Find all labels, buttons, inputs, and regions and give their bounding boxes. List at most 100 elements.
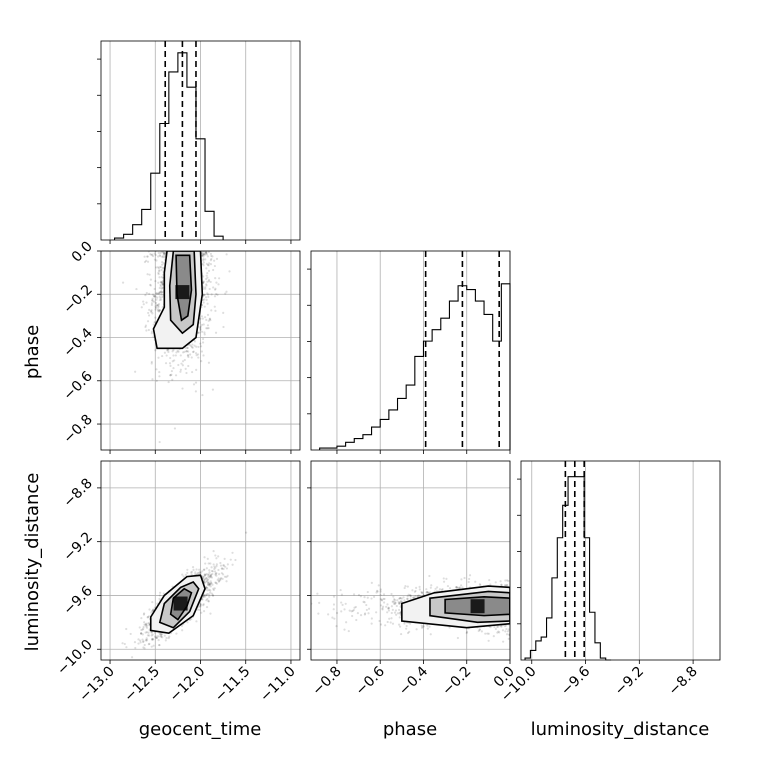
sample-point <box>219 578 222 582</box>
sample-point <box>406 597 409 600</box>
sample-point <box>146 616 149 619</box>
sample-point <box>213 264 216 268</box>
sample-point <box>203 595 206 598</box>
sample-point <box>505 579 509 582</box>
sample-point <box>150 302 154 305</box>
sample-point <box>193 340 197 343</box>
sample-point <box>158 370 161 374</box>
sample-point <box>426 624 429 627</box>
sample-point <box>478 628 481 631</box>
sample-point <box>186 621 189 624</box>
sample-point <box>375 611 378 614</box>
sample-point <box>150 611 153 614</box>
sample-point <box>205 577 208 580</box>
sample-point <box>214 309 217 312</box>
sample-point <box>180 362 183 365</box>
sample-point <box>207 251 210 254</box>
sample-point <box>160 281 163 284</box>
sample-point <box>448 587 452 590</box>
sample-point <box>339 588 342 592</box>
sample-point <box>207 269 211 272</box>
sample-point <box>202 354 205 357</box>
sample-point <box>398 616 401 619</box>
sample-point <box>204 594 208 597</box>
sample-point <box>497 630 500 633</box>
sample-point <box>366 590 369 594</box>
sample-point <box>188 618 192 622</box>
sample-point <box>158 309 161 312</box>
x-tick-label: −13.0 <box>76 664 118 706</box>
sample-point <box>147 643 150 646</box>
sample-point <box>505 627 508 631</box>
sample-point <box>382 593 386 596</box>
sample-point <box>160 293 163 296</box>
sample-point <box>343 608 346 611</box>
sample-point <box>152 300 156 303</box>
sample-point <box>202 576 205 579</box>
sample-point <box>151 253 154 256</box>
sample-point <box>155 368 158 371</box>
sample-point <box>164 639 167 642</box>
sample-point <box>507 628 510 631</box>
sample-point <box>391 600 394 603</box>
x-axis-label-geocent-time: geocent_time <box>139 719 262 740</box>
sample-point <box>386 603 389 606</box>
sample-point <box>428 574 431 578</box>
sample-point <box>203 556 206 559</box>
sample-point <box>207 264 210 267</box>
histogram-step <box>524 476 612 661</box>
sample-point <box>363 596 366 599</box>
sample-point <box>465 630 469 634</box>
sample-point <box>388 617 391 620</box>
sample-point <box>429 591 432 594</box>
sample-point <box>480 630 483 633</box>
sample-point <box>203 574 206 578</box>
sample-point <box>225 253 228 256</box>
sample-point <box>151 299 154 302</box>
joint-panel-phase-vs-luminosity-distance: −0.8 −0.6 −0.4 −0.2 0.0 <box>307 460 518 699</box>
sample-point <box>224 292 227 295</box>
sample-point <box>171 378 174 381</box>
sample-point <box>390 611 393 615</box>
sample-point <box>208 569 211 572</box>
sample-point <box>397 623 401 626</box>
sample-point <box>486 632 489 635</box>
sample-point <box>208 318 211 321</box>
sample-point <box>149 309 152 313</box>
sample-point <box>202 604 205 607</box>
sample-point <box>157 292 160 295</box>
sample-point <box>195 573 198 576</box>
sample-point <box>500 583 503 586</box>
sample-point <box>496 625 499 629</box>
sample-point <box>214 554 217 557</box>
sample-point <box>170 373 173 376</box>
sample-point <box>143 647 146 650</box>
sample-point <box>126 661 128 663</box>
sample-point <box>202 579 206 582</box>
sample-point <box>199 604 202 607</box>
sample-point <box>161 283 165 286</box>
sample-point <box>158 597 161 600</box>
sample-point <box>414 595 417 598</box>
sample-point <box>395 604 398 608</box>
sample-point <box>367 612 370 615</box>
sample-point <box>468 577 471 581</box>
sample-point <box>152 323 155 326</box>
sample-point <box>214 566 217 569</box>
sample-point <box>165 636 168 640</box>
sample-point <box>143 621 146 624</box>
sample-point <box>160 291 164 294</box>
sample-point <box>214 287 217 290</box>
sample-point <box>148 308 151 312</box>
y-tick-label: −0.8 <box>60 412 95 447</box>
sample-point <box>362 600 365 603</box>
sample-point <box>213 295 217 298</box>
sample-point <box>398 597 401 600</box>
sample-point <box>217 572 221 576</box>
panel-background <box>521 461 720 660</box>
sample-point <box>332 603 336 606</box>
sample-point <box>357 593 361 597</box>
sample-point <box>159 633 162 636</box>
sample-point <box>157 639 160 642</box>
sample-point <box>418 585 421 588</box>
